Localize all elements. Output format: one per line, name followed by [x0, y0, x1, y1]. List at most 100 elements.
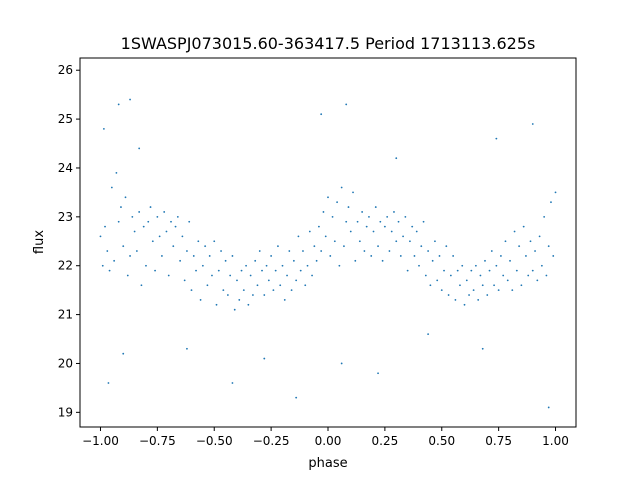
- data-point: [240, 269, 243, 272]
- data-point: [308, 230, 311, 233]
- data-point: [363, 250, 366, 252]
- data-point: [502, 274, 505, 277]
- data-point: [509, 259, 511, 262]
- data-point: [506, 279, 509, 282]
- data-point: [299, 269, 302, 272]
- data-point: [222, 289, 225, 292]
- data-point: [104, 225, 106, 228]
- data-point: [324, 235, 327, 238]
- data-point: [101, 264, 104, 267]
- data-point: [393, 211, 395, 213]
- data-point: [233, 308, 236, 311]
- data-point: [386, 215, 389, 218]
- data-point: [531, 269, 534, 272]
- data-point: [226, 294, 229, 296]
- data-point: [265, 264, 268, 267]
- x-axis-label: phase: [308, 456, 347, 471]
- data-point: [427, 250, 430, 252]
- data-point: [290, 289, 293, 292]
- data-point: [145, 264, 147, 267]
- data-point: [261, 269, 263, 272]
- data-point: [238, 299, 241, 301]
- data-point: [320, 113, 323, 116]
- data-point: [236, 279, 238, 282]
- y-axis: 19 20 21 22 23 24 25 26: [58, 63, 80, 419]
- x-tick-label: −0.75: [139, 434, 176, 448]
- data-point: [156, 215, 159, 218]
- data-point: [254, 259, 257, 262]
- data-point: [174, 225, 177, 228]
- data-point: [374, 206, 377, 208]
- data-point: [322, 211, 325, 213]
- data-point: [481, 284, 484, 287]
- data-point: [161, 255, 163, 257]
- y-tick-label: 21: [58, 308, 73, 322]
- data-point: [493, 284, 495, 287]
- data-point: [338, 264, 341, 267]
- data-point: [327, 196, 329, 199]
- data-point: [545, 274, 548, 277]
- data-point: [267, 279, 270, 282]
- data-point: [172, 245, 175, 248]
- data-point: [452, 255, 455, 257]
- data-point: [427, 333, 430, 336]
- data-point: [188, 220, 191, 223]
- data-point: [529, 240, 532, 243]
- data-point: [258, 250, 261, 252]
- data-point: [445, 245, 448, 248]
- data-point: [252, 294, 254, 296]
- data-point: [204, 245, 207, 248]
- data-point: [117, 220, 120, 223]
- data-point: [345, 103, 348, 106]
- data-point: [443, 269, 445, 272]
- data-point: [465, 279, 468, 282]
- data-point: [415, 230, 418, 233]
- data-point: [515, 269, 518, 272]
- data-point: [488, 269, 491, 272]
- data-point: [206, 284, 209, 287]
- y-tick-label: 25: [58, 112, 73, 126]
- data-point: [263, 357, 266, 360]
- data-point: [107, 382, 110, 384]
- data-point: [522, 225, 525, 228]
- y-tick-label: 24: [58, 161, 73, 175]
- data-point: [217, 269, 220, 272]
- data-point: [113, 259, 116, 262]
- data-point: [390, 230, 393, 233]
- data-point: [497, 289, 500, 292]
- data-point: [129, 98, 131, 101]
- data-point: [395, 240, 398, 243]
- data-point: [274, 269, 277, 272]
- data-point: [536, 279, 539, 282]
- data-point: [192, 255, 195, 257]
- data-point: [463, 303, 466, 306]
- data-point: [288, 250, 291, 252]
- data-point: [500, 255, 502, 257]
- data-point: [220, 250, 222, 252]
- data-point: [190, 289, 193, 292]
- data-point: [277, 245, 279, 248]
- data-point: [320, 250, 323, 252]
- data-point: [138, 147, 141, 150]
- data-point: [133, 230, 136, 233]
- data-point: [547, 406, 550, 409]
- data-point: [513, 230, 516, 233]
- data-point: [302, 250, 304, 252]
- data-point: [440, 289, 443, 292]
- data-point: [381, 259, 384, 262]
- data-point: [365, 225, 368, 228]
- data-point: [340, 186, 343, 189]
- data-point: [247, 303, 250, 306]
- data-point: [377, 372, 379, 375]
- data-point: [395, 157, 398, 160]
- data-point: [356, 220, 359, 223]
- data-point: [534, 250, 536, 252]
- data-point: [313, 245, 316, 248]
- data-point: [215, 303, 218, 306]
- data-point: [447, 294, 450, 296]
- data-point: [249, 274, 252, 277]
- data-point: [461, 264, 464, 267]
- x-tick-label: 0.25: [372, 434, 399, 448]
- data-point: [140, 284, 143, 287]
- data-point: [231, 382, 234, 384]
